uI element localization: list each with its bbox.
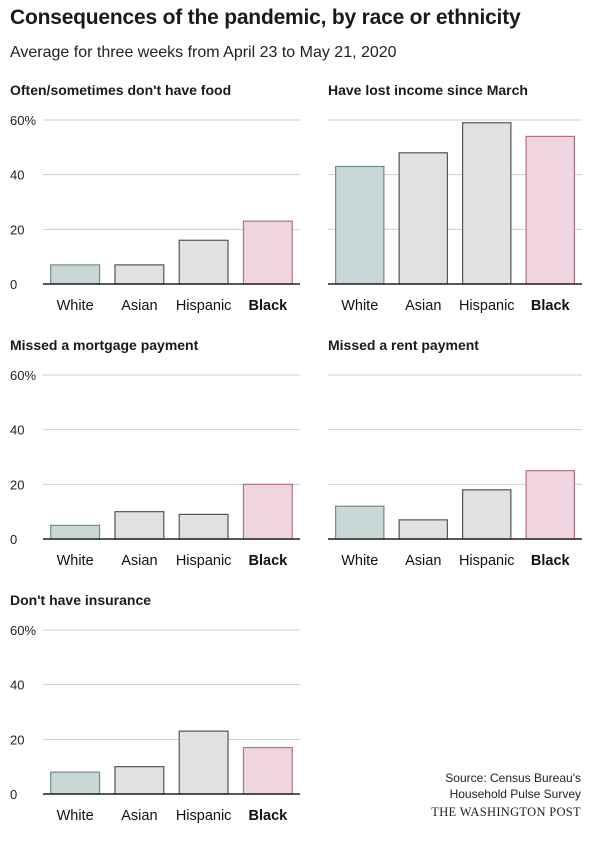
- chart-title: Often/sometimes don't have food: [10, 82, 232, 98]
- y-tick-label: 60%: [10, 623, 36, 638]
- y-tick-label: 60%: [10, 368, 36, 383]
- x-category-label: Hispanic: [176, 808, 232, 824]
- bar-hispanic: [462, 489, 512, 540]
- chart-title: Missed a rent payment: [328, 337, 479, 353]
- bar-black: [525, 470, 575, 540]
- x-category-label: White: [341, 553, 378, 569]
- y-tick-label: 0: [10, 532, 17, 547]
- x-category-label: Black: [249, 298, 289, 314]
- bar-black: [242, 220, 293, 285]
- chart-title: Missed a mortgage payment: [10, 337, 199, 353]
- bar-white: [50, 524, 101, 540]
- source-note: Source: Census Bureau's Household Pulse …: [445, 770, 581, 802]
- chart-title: Have lost income since March: [328, 82, 528, 98]
- bar-white: [50, 771, 101, 795]
- chart-no-food: Often/sometimes don't have food 0 20 40 60%…: [10, 82, 310, 322]
- chart-missed-mortgage: Missed a mortgage payment 0 20 40 60% White A…: [10, 337, 310, 577]
- bar-white: [335, 165, 385, 285]
- bar-black: [242, 746, 293, 795]
- publisher-credit: THE WASHINGTON POST: [431, 805, 581, 819]
- x-category-label: Asian: [405, 553, 441, 569]
- y-tick-label: 20: [10, 732, 24, 747]
- x-category-label: Black: [531, 298, 571, 314]
- bar-chart-svg: 0 20 40 60% White Asian Hispanic Black: [10, 113, 300, 314]
- x-category-label: Hispanic: [176, 553, 232, 569]
- x-category-label: White: [57, 298, 94, 314]
- bar-black: [525, 135, 575, 285]
- x-category-label: Asian: [121, 298, 157, 314]
- chart-no-insurance: Don't have insurance 0 20 40 60% White Asian H…: [10, 592, 310, 832]
- y-tick-label: 20: [10, 477, 24, 492]
- y-tick-label: 40: [10, 678, 24, 693]
- y-tick-label: 0: [10, 787, 17, 802]
- chart-lost-income: Have lost income since March White Asian H…: [328, 82, 593, 322]
- y-tick-label: 0: [10, 277, 17, 292]
- x-category-label: Asian: [121, 553, 157, 569]
- x-category-label: Asian: [121, 808, 157, 824]
- x-category-label: Hispanic: [176, 298, 232, 314]
- y-tick-label: 40: [10, 423, 24, 438]
- bar-hispanic: [178, 513, 229, 540]
- bar-black: [242, 483, 293, 540]
- page-title: Consequences of the pandemic, by race or…: [10, 6, 521, 29]
- x-category-label: Black: [249, 553, 289, 569]
- source-line: Household Pulse Survey: [449, 787, 581, 801]
- page-subtitle: Average for three weeks from April 23 to…: [10, 44, 397, 61]
- y-tick-label: 40: [10, 168, 24, 183]
- bar-white: [335, 505, 385, 540]
- bar-hispanic: [178, 239, 229, 285]
- x-category-label: White: [57, 808, 94, 824]
- bar-chart-svg: White Asian Hispanic Black: [328, 119, 582, 314]
- y-tick-label: 20: [10, 222, 24, 237]
- bar-asian: [398, 519, 448, 540]
- bar-asian: [114, 264, 165, 285]
- chart-title: Don't have insurance: [10, 592, 152, 608]
- source-line: Source: Census Bureau's: [445, 771, 581, 785]
- x-category-label: Hispanic: [459, 553, 515, 569]
- bar-asian: [114, 766, 165, 795]
- x-category-label: Black: [249, 808, 289, 824]
- x-category-label: White: [341, 298, 378, 314]
- bar-hispanic: [462, 122, 512, 285]
- bar-white: [50, 264, 101, 285]
- bar-asian: [114, 511, 165, 540]
- chart-missed-rent: Missed a rent payment White Asian Hispanic…: [328, 337, 593, 577]
- x-category-label: White: [57, 553, 94, 569]
- y-tick-label: 60%: [10, 113, 36, 128]
- bar-asian: [398, 152, 448, 285]
- bar-chart-svg: 0 20 40 60% White Asian Hispanic Black: [10, 623, 300, 824]
- bar-chart-svg: White Asian Hispanic Black: [328, 374, 582, 569]
- bar-hispanic: [178, 730, 229, 795]
- x-category-label: Hispanic: [459, 298, 515, 314]
- x-category-label: Black: [531, 553, 571, 569]
- x-category-label: Asian: [405, 298, 441, 314]
- bar-chart-svg: 0 20 40 60% White Asian Hispanic Black: [10, 368, 300, 569]
